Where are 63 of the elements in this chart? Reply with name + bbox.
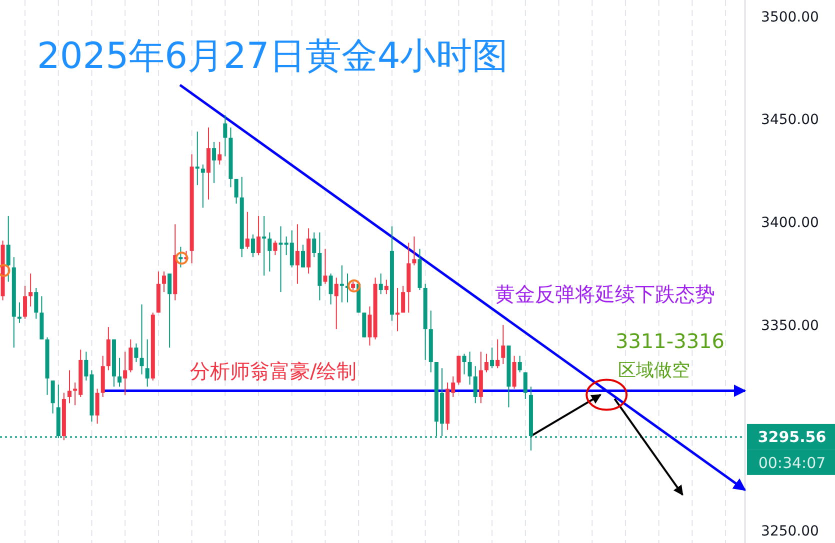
candlestick [67,370,72,404]
candlestick [295,224,300,284]
candlestick [468,351,472,386]
candlestick [340,264,344,303]
candlestick [218,141,222,166]
candlestick [123,351,128,396]
candlestick [34,287,38,320]
candlestick [312,232,316,258]
y-tick-label: 3350.00 [761,318,819,334]
candlestick [301,244,306,268]
candlestick [134,342,138,362]
candlestick [328,273,333,305]
y-tick-label: 3250.00 [761,524,819,540]
candlestick [396,287,400,332]
candlestick [323,248,328,284]
annotation: 3311-3316 [615,329,725,353]
candlestick [23,285,28,320]
candlestick [95,388,100,424]
candlestick [473,366,478,404]
candlestick [145,338,150,388]
candlestick [50,380,55,414]
candlestick [268,232,272,272]
candlestick [518,355,522,373]
ref-line-label: 3295.56 [758,428,826,446]
candlestick [412,236,416,266]
candlestick [334,277,338,330]
annotation: 分析师翁富豪/绘制 [190,359,357,383]
candlestick [523,372,528,400]
candlestick [384,279,388,295]
y-tick-label: 3450.00 [761,112,819,128]
candlestick [118,357,122,388]
candlestick [162,271,166,293]
candlestick [168,273,172,348]
candlestick [28,273,33,307]
candlestick [368,306,372,346]
y-tick-label: 3500.00 [761,9,819,26]
candlestick [195,131,200,186]
annotation: 区域做空 [618,360,690,381]
candlestick [496,338,500,369]
candlestick [401,285,406,314]
candlestick [378,273,383,295]
candlestick [128,338,133,373]
candlestick [262,215,266,276]
y-tick-label: 3400.00 [761,215,819,232]
candlestick [200,164,205,208]
annotation: 黄金反弹将延续下跌态势 [495,282,715,306]
candlestick [223,114,228,157]
candlestick [6,215,10,282]
candlestick [178,246,183,268]
candlestick [212,141,216,184]
candlestick [256,215,261,256]
candlestick [17,302,22,324]
candlestick [484,353,488,373]
candlestick [501,324,506,365]
candlestick [462,353,466,375]
candlestick [490,347,494,369]
candlestick [234,178,238,204]
text: 00:34:07 [758,454,826,472]
candlestick [245,211,250,250]
candlestick [250,234,255,258]
candlestick [273,240,278,256]
candlestick [140,304,144,375]
text: 2025年6月27日黄金4小时图 [37,36,508,77]
